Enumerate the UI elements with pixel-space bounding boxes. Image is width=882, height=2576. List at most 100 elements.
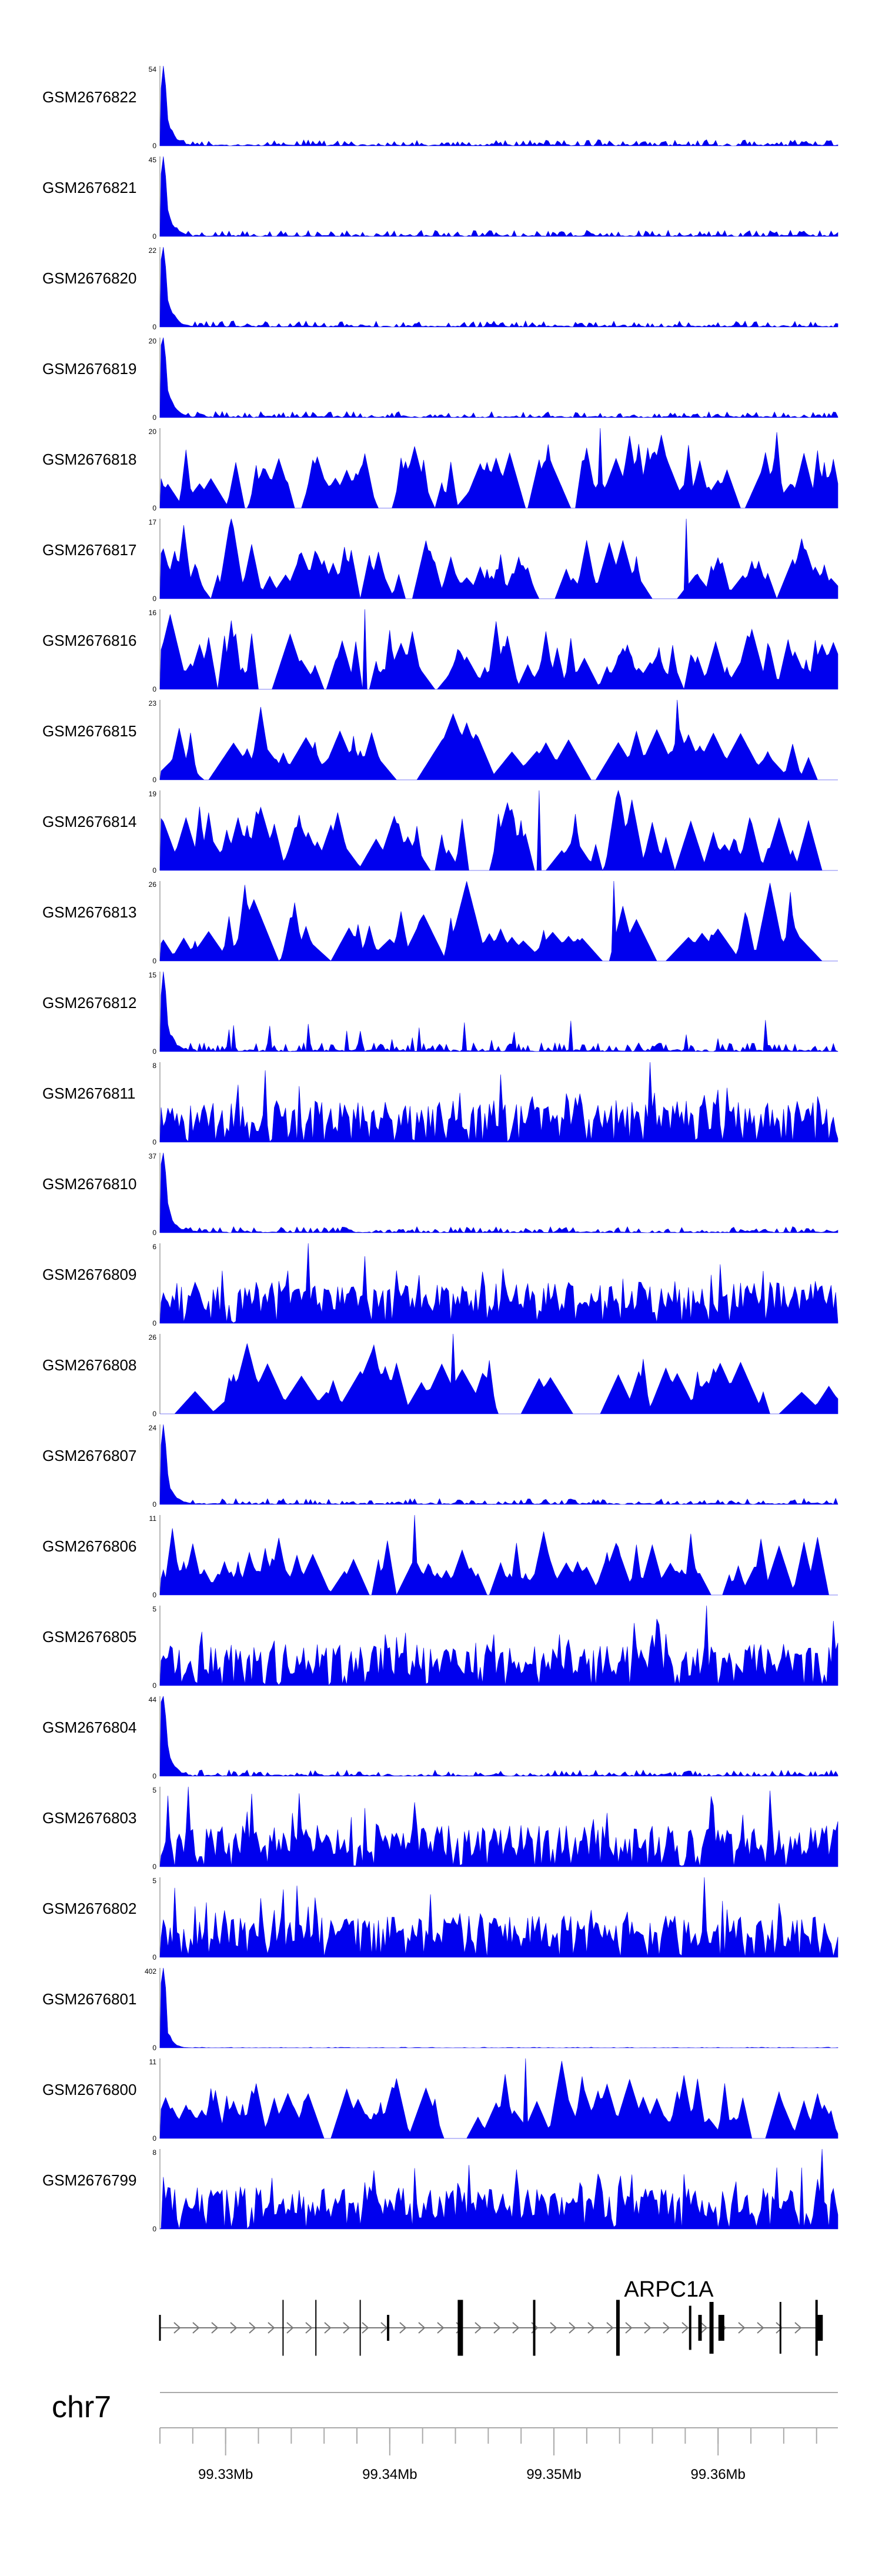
track-min-label: 0 — [152, 1138, 156, 1146]
track-GSM2676814: GSM2676814 19 0 — [42, 789, 838, 875]
strand-arrow — [286, 2322, 294, 2334]
track-label: GSM2676814 — [42, 813, 136, 830]
track-label: GSM2676819 — [42, 360, 136, 378]
strand-arrow — [211, 2322, 219, 2334]
track-min-label: 0 — [152, 2225, 156, 2233]
strand-arrow — [606, 2322, 614, 2334]
axis-tick-label: 99.33Mb — [198, 2467, 253, 2482]
coverage-area — [159, 1605, 838, 1686]
track-max-label: 20 — [149, 428, 157, 436]
track-min-label: 0 — [152, 776, 156, 784]
track-max-label: 26 — [149, 1333, 157, 1342]
track-max-label: 5 — [152, 1877, 156, 1885]
strand-arrow — [324, 2322, 332, 2334]
track-label: GSM2676805 — [42, 1628, 136, 1646]
gene-exon — [616, 2300, 620, 2356]
track-GSM2676822: GSM2676822 54 0 — [42, 65, 838, 150]
track-max-label: 16 — [149, 609, 157, 617]
track-GSM2676819: GSM2676819 20 0 — [42, 337, 838, 422]
track-GSM2676802: GSM2676802 5 0 — [42, 1877, 838, 1961]
track-max-label: 22 — [149, 246, 157, 255]
gene-exon — [282, 2300, 284, 2356]
track-label: GSM2676804 — [42, 1719, 136, 1736]
strand-arrow — [587, 2322, 595, 2334]
strand-arrow — [550, 2322, 557, 2334]
coverage-area — [159, 1424, 838, 1505]
track-label: GSM2676801 — [42, 1990, 136, 2008]
strand-arrow — [625, 2322, 633, 2334]
track-min-label: 0 — [152, 1410, 156, 1418]
coverage-area — [159, 1967, 838, 2048]
axis-tick-label: 99.34Mb — [362, 2467, 417, 2482]
gene-exon — [457, 2300, 463, 2356]
strand-arrow — [230, 2322, 238, 2334]
track-GSM2676809: GSM2676809 6 0 — [42, 1243, 838, 1327]
track-max-label: 5 — [152, 1786, 156, 1794]
coverage-area — [159, 1243, 838, 1324]
track-min-label: 0 — [152, 685, 156, 693]
track-label: GSM2676799 — [42, 2171, 136, 2189]
track-GSM2676821: GSM2676821 45 0 — [42, 156, 838, 241]
track-min-label: 0 — [152, 957, 156, 965]
strand-arrow — [192, 2322, 200, 2334]
track-min-label: 0 — [152, 1047, 156, 1056]
track-GSM2676815: GSM2676815 23 0 — [42, 699, 838, 784]
track-label: GSM2676820 — [42, 269, 136, 287]
strand-arrow — [512, 2322, 520, 2334]
track-label: GSM2676810 — [42, 1175, 136, 1193]
track-GSM2676804: GSM2676804 44 0 — [42, 1696, 838, 1780]
track-min-label: 0 — [152, 323, 156, 331]
track-GSM2676820: GSM2676820 22 0 — [42, 246, 838, 331]
track-max-label: 8 — [152, 2148, 156, 2157]
strand-arrow — [644, 2322, 652, 2334]
track-label: GSM2676813 — [42, 903, 136, 921]
coverage-tracks: GSM2676822540GSM2676821450GSM2676820220G… — [42, 65, 838, 2233]
track-GSM2676801: GSM2676801 402 0 — [42, 1967, 838, 2052]
track-GSM2676807: GSM2676807 24 0 — [42, 1424, 838, 1509]
track-label: GSM2676812 — [42, 994, 136, 1012]
strand-arrow — [738, 2322, 746, 2334]
gene-exon — [698, 2315, 702, 2341]
track-min-label: 0 — [152, 595, 156, 603]
coverage-area — [159, 1696, 838, 1777]
track-label: GSM2676803 — [42, 1809, 136, 1827]
gene-exon — [817, 2315, 823, 2341]
strand-arrow — [173, 2322, 181, 2334]
track-GSM2676806: GSM2676806 11 0 — [42, 1514, 838, 1599]
gene-exon — [815, 2300, 818, 2356]
strand-arrow — [757, 2322, 764, 2334]
coverage-area — [159, 518, 838, 599]
track-min-label: 0 — [152, 1772, 156, 1780]
strand-arrow — [343, 2322, 350, 2334]
track-label: GSM2676808 — [42, 1356, 136, 1374]
gene-exon — [315, 2300, 317, 2356]
strand-arrow — [569, 2322, 576, 2334]
coverage-area — [159, 1514, 838, 1596]
gene-exon — [718, 2315, 724, 2341]
track-min-label: 0 — [152, 142, 156, 150]
strand-arrow — [268, 2322, 275, 2334]
coverage-area — [159, 609, 838, 690]
strand-arrow — [776, 2322, 783, 2334]
track-min-label: 0 — [152, 1500, 156, 1509]
strand-arrow — [475, 2322, 482, 2334]
track-max-label: 19 — [149, 790, 157, 798]
track-label: GSM2676811 — [42, 1085, 136, 1102]
track-GSM2676812: GSM2676812 15 0 — [42, 971, 838, 1056]
track-label: GSM2676800 — [42, 2081, 136, 2098]
track-label: GSM2676822 — [42, 88, 136, 106]
track-GSM2676803: GSM2676803 5 0 — [42, 1786, 838, 1871]
gene-exon — [387, 2315, 390, 2341]
track-max-label: 8 — [152, 1062, 156, 1070]
strand-arrow — [249, 2322, 256, 2334]
coverage-area — [159, 1877, 838, 1958]
track-label: GSM2676816 — [42, 632, 136, 649]
track-label: GSM2676809 — [42, 1266, 136, 1283]
coverage-area — [159, 428, 838, 509]
strand-arrow — [794, 2322, 802, 2334]
track-label: GSM2676802 — [42, 1900, 136, 1917]
strand-arrow — [362, 2322, 369, 2334]
track-max-label: 17 — [149, 518, 157, 526]
track-GSM2676816: GSM2676816 16 0 — [42, 609, 838, 693]
